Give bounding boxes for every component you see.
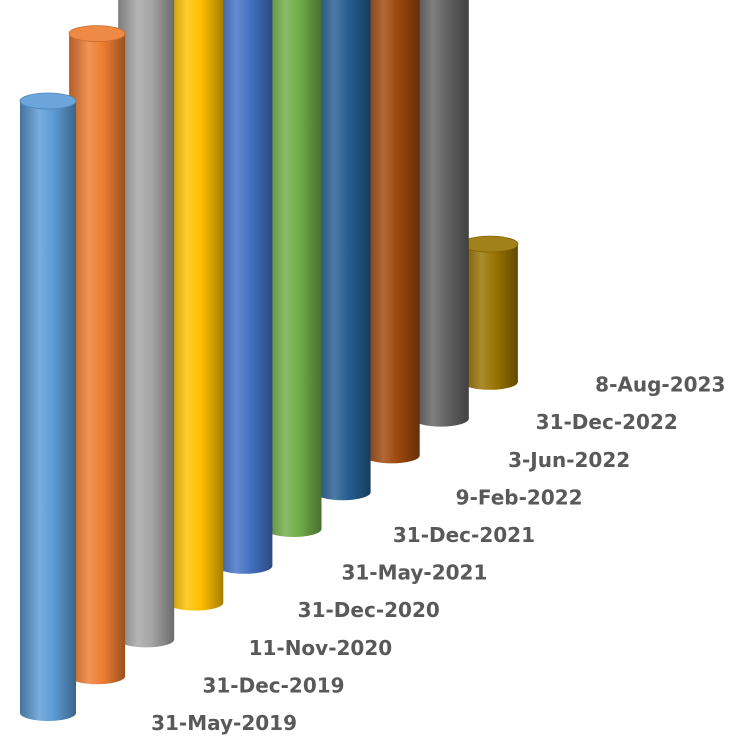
bar-31-May-2021 <box>216 0 273 574</box>
bar-31-Dec-2019 <box>68 25 126 685</box>
bar-11-Nov-2020 <box>118 0 175 648</box>
x-tick-label: 31-Dec-2019 <box>202 673 344 697</box>
bar-31-Dec-2020 <box>167 0 224 611</box>
bar-body <box>69 33 126 685</box>
bar-31-May-2019 <box>19 92 77 721</box>
bar-body <box>412 0 469 427</box>
bar-body <box>118 0 175 648</box>
x-tick-label: 8-Aug-2023 <box>595 373 725 397</box>
bar-9-Feb-2022 <box>314 0 371 501</box>
bar-body <box>363 0 420 464</box>
x-tick-label: 31-Dec-2020 <box>298 598 440 622</box>
bar-body <box>216 0 273 574</box>
x-tick-label: 31-May-2019 <box>151 711 297 735</box>
bar-31-Dec-2021 <box>265 0 322 537</box>
x-tick-label: 11-Nov-2020 <box>249 636 393 660</box>
bar-body <box>461 244 518 390</box>
bar-31-Dec-2022 <box>412 0 469 427</box>
x-tick-label: 31-Dec-2021 <box>393 523 535 547</box>
bar-3-Jun-2022 <box>363 0 420 464</box>
x-tick-label: 9-Feb-2022 <box>456 485 583 509</box>
bar-top <box>461 235 519 253</box>
bar-body <box>314 0 371 501</box>
x-tick-label: 31-May-2021 <box>341 561 487 585</box>
bar-body <box>20 101 76 721</box>
bar-top <box>19 92 77 110</box>
bar-top <box>68 25 126 42</box>
bar-body <box>265 0 322 537</box>
bar-8-Aug-2023 <box>461 235 519 390</box>
x-tick-label: 31-Dec-2022 <box>536 410 678 434</box>
bar-body <box>167 0 224 611</box>
x-tick-label: 3-Jun-2022 <box>508 448 630 472</box>
